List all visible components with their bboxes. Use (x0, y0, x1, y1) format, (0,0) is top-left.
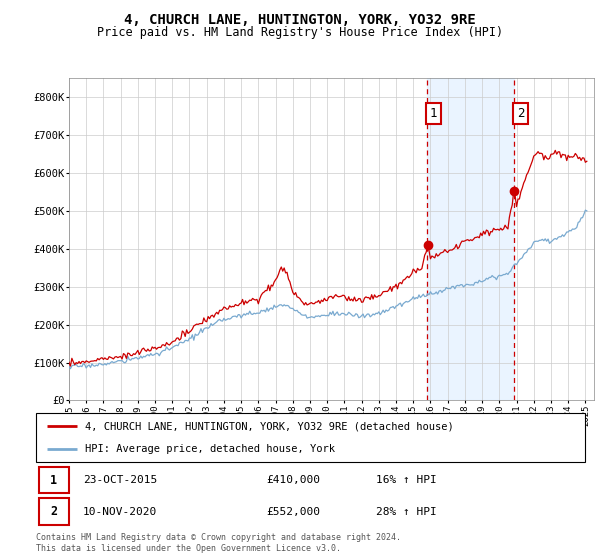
Text: 4, CHURCH LANE, HUNTINGTON, YORK, YO32 9RE: 4, CHURCH LANE, HUNTINGTON, YORK, YO32 9… (124, 13, 476, 27)
FancyBboxPatch shape (39, 498, 69, 525)
Bar (427, 78, 514, 400)
Text: 2: 2 (517, 107, 524, 120)
Text: 1: 1 (430, 107, 437, 120)
Text: £552,000: £552,000 (266, 507, 320, 517)
Text: HPI: Average price, detached house, York: HPI: Average price, detached house, York (85, 444, 335, 454)
FancyBboxPatch shape (36, 413, 585, 462)
Text: 28% ↑ HPI: 28% ↑ HPI (376, 507, 437, 517)
Text: Price paid vs. HM Land Registry's House Price Index (HPI): Price paid vs. HM Land Registry's House … (97, 26, 503, 39)
Text: £410,000: £410,000 (266, 475, 320, 486)
Text: Contains HM Land Registry data © Crown copyright and database right 2024.
This d: Contains HM Land Registry data © Crown c… (36, 533, 401, 553)
Text: 2: 2 (50, 505, 58, 518)
Text: 4, CHURCH LANE, HUNTINGTON, YORK, YO32 9RE (detached house): 4, CHURCH LANE, HUNTINGTON, YORK, YO32 9… (85, 421, 454, 431)
Text: 16% ↑ HPI: 16% ↑ HPI (376, 475, 437, 486)
Text: 23-OCT-2015: 23-OCT-2015 (83, 475, 157, 486)
Text: 10-NOV-2020: 10-NOV-2020 (83, 507, 157, 517)
Text: 1: 1 (50, 474, 58, 487)
FancyBboxPatch shape (39, 467, 69, 493)
